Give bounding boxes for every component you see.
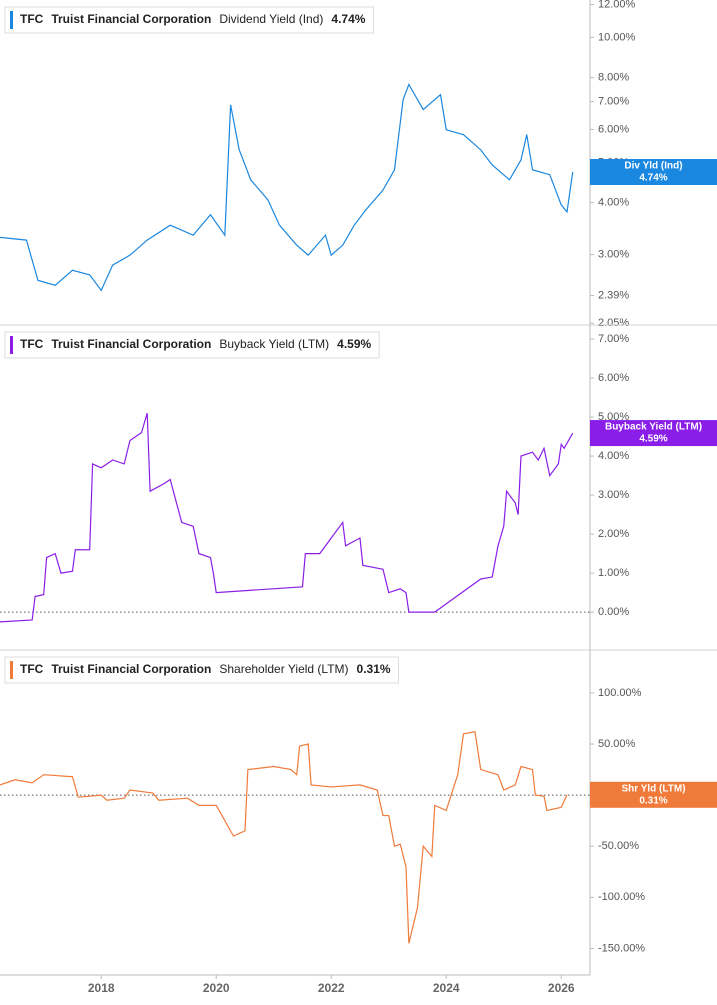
legend: TFC Truist Financial Corporation Buyback Y…: [4, 331, 380, 359]
legend-text: 0.31%: [357, 662, 391, 676]
y-tick-label: 3.00%: [598, 489, 629, 501]
legend-box: [4, 6, 374, 34]
badge-label: Shr Yld (LTM): [621, 783, 685, 794]
y-tick-label: 3.00%: [598, 248, 629, 260]
y-tick-label: 7.00%: [598, 333, 629, 345]
y-tick-label: 5.00%: [598, 411, 629, 423]
y-tick-label: -150.00%: [598, 942, 645, 954]
y-tick-label: 6.00%: [598, 123, 629, 135]
y-tick-label: 7.00%: [598, 96, 629, 108]
legend-text: Truist Financial Corporation: [51, 12, 211, 26]
y-tick-label: 4.00%: [598, 450, 629, 462]
badge-label: Div Yld (Ind): [624, 161, 682, 172]
badge-value: 0.31%: [639, 795, 667, 806]
y-tick-label: 4.00%: [598, 197, 629, 209]
y-tick-label: 2.00%: [598, 528, 629, 540]
badge-label: Buyback Yield (LTM): [605, 422, 702, 433]
legend-box: [4, 656, 400, 684]
x-tick-label: 2022: [318, 981, 345, 995]
y-tick-label: 2.39%: [598, 289, 629, 301]
y-tick-label: 2.05%: [598, 317, 629, 329]
y-tick-label: -100.00%: [598, 891, 645, 903]
legend-text: 4.74%: [331, 12, 365, 26]
y-tick-label: 6.00%: [598, 372, 629, 384]
x-tick-label: 2024: [433, 981, 460, 995]
y-tick-label: 1.00%: [598, 567, 629, 579]
y-tick-label: 12.00%: [598, 0, 636, 10]
legend-swatch: [10, 11, 13, 29]
legend-text: Truist Financial Corporation: [51, 337, 211, 351]
series-line: [0, 83, 574, 292]
value-badge: [590, 420, 717, 447]
legend-text: Shareholder Yield (LTM): [219, 662, 348, 676]
series-line: [0, 413, 574, 623]
legend-text: Truist Financial Corporation: [51, 662, 211, 676]
legend-text: 4.59%: [337, 337, 371, 351]
legend-swatch: [10, 336, 13, 354]
legend-swatch: [10, 661, 13, 679]
badge-value: 4.74%: [639, 173, 667, 184]
legend-box: [4, 331, 380, 359]
badge-value: 4.59%: [639, 434, 667, 445]
series-line: [0, 731, 568, 944]
x-tick-label: 2026: [548, 981, 575, 995]
x-tick-label: 2018: [88, 981, 115, 995]
value-badge: [590, 159, 717, 186]
legend: TFC Truist Financial Corporation Sharehold…: [4, 656, 400, 684]
y-tick-label: -50.00%: [598, 840, 639, 852]
y-tick-label: 100.00%: [598, 687, 642, 699]
value-badge: [590, 781, 717, 808]
legend: TFC Truist Financial Corporation Dividend …: [4, 6, 374, 34]
y-tick-label: 50.00%: [598, 738, 636, 750]
legend-text: TFC: [20, 337, 44, 351]
legend-text: Buyback Yield (LTM): [219, 337, 329, 351]
legend-text: TFC: [20, 662, 44, 676]
y-tick-label: 8.00%: [598, 72, 629, 84]
y-tick-label: 0.00%: [598, 606, 629, 618]
y-tick-label: 10.00%: [598, 31, 636, 43]
x-tick-label: 2020: [203, 981, 230, 995]
legend-text: TFC: [20, 12, 44, 26]
legend-text: Dividend Yield (Ind): [219, 12, 323, 26]
